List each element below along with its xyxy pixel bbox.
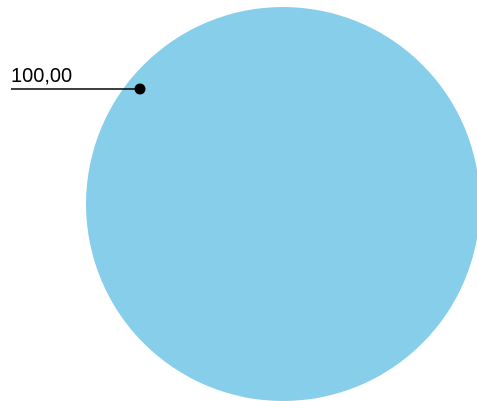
- pie-slice: [86, 7, 477, 401]
- pie-labels: 100,00: [11, 65, 146, 95]
- pie-slices: [86, 7, 477, 401]
- slice-leader-dot: [134, 83, 146, 95]
- slice-value-label: 100,00: [11, 65, 72, 87]
